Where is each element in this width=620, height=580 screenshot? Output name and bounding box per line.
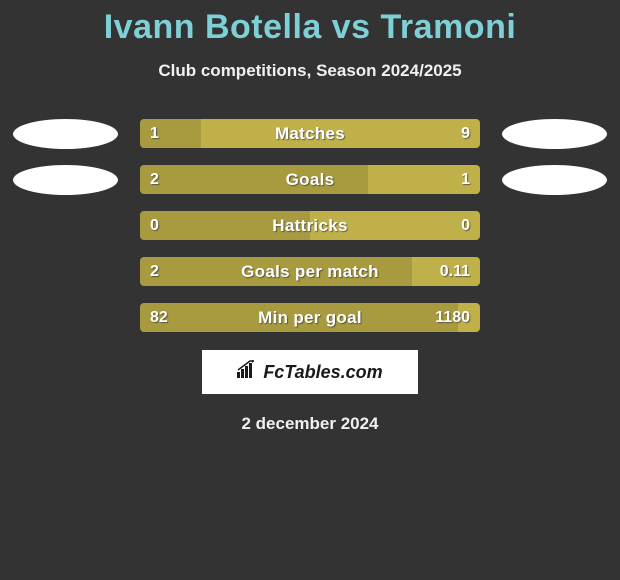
player-avatar-right	[502, 119, 607, 149]
stat-row: 20.11Goals per match	[0, 257, 620, 286]
stat-row: 00Hattricks	[0, 211, 620, 240]
avatar-placeholder	[13, 303, 118, 333]
stats-list: 19Matches 21Goals 00Hattricks 20.11Goals pe…	[0, 119, 620, 332]
stat-label: Min per goal	[140, 303, 480, 332]
chart-icon	[237, 360, 259, 385]
source-logo[interactable]: FcTables.com	[202, 350, 418, 394]
comparison-title: Ivann Botella vs Tramoni	[0, 8, 620, 47]
stat-row: 21Goals	[0, 165, 620, 194]
player-avatar-left	[13, 165, 118, 195]
stat-label: Hattricks	[140, 211, 480, 240]
avatar-placeholder	[13, 211, 118, 241]
logo-inner: FcTables.com	[237, 360, 382, 385]
stat-label: Matches	[140, 119, 480, 148]
stat-label: Goals per match	[140, 257, 480, 286]
avatar-placeholder	[502, 303, 607, 333]
player-avatar-left	[13, 119, 118, 149]
logo-text: FcTables.com	[263, 362, 382, 383]
stat-bar: 00Hattricks	[140, 211, 480, 240]
stat-bar: 21Goals	[140, 165, 480, 194]
avatar-placeholder	[502, 211, 607, 241]
stat-row: 821180Min per goal	[0, 303, 620, 332]
player-avatar-right	[502, 165, 607, 195]
stat-bar: 20.11Goals per match	[140, 257, 480, 286]
avatar-placeholder	[502, 257, 607, 287]
date-line: 2 december 2024	[0, 414, 620, 434]
stat-bar: 19Matches	[140, 119, 480, 148]
avatar-placeholder	[13, 257, 118, 287]
comparison-card: Ivann Botella vs Tramoni Club competitio…	[0, 0, 620, 580]
comparison-subtitle: Club competitions, Season 2024/2025	[0, 61, 620, 81]
stat-row: 19Matches	[0, 119, 620, 148]
stat-bar: 821180Min per goal	[140, 303, 480, 332]
stat-label: Goals	[140, 165, 480, 194]
